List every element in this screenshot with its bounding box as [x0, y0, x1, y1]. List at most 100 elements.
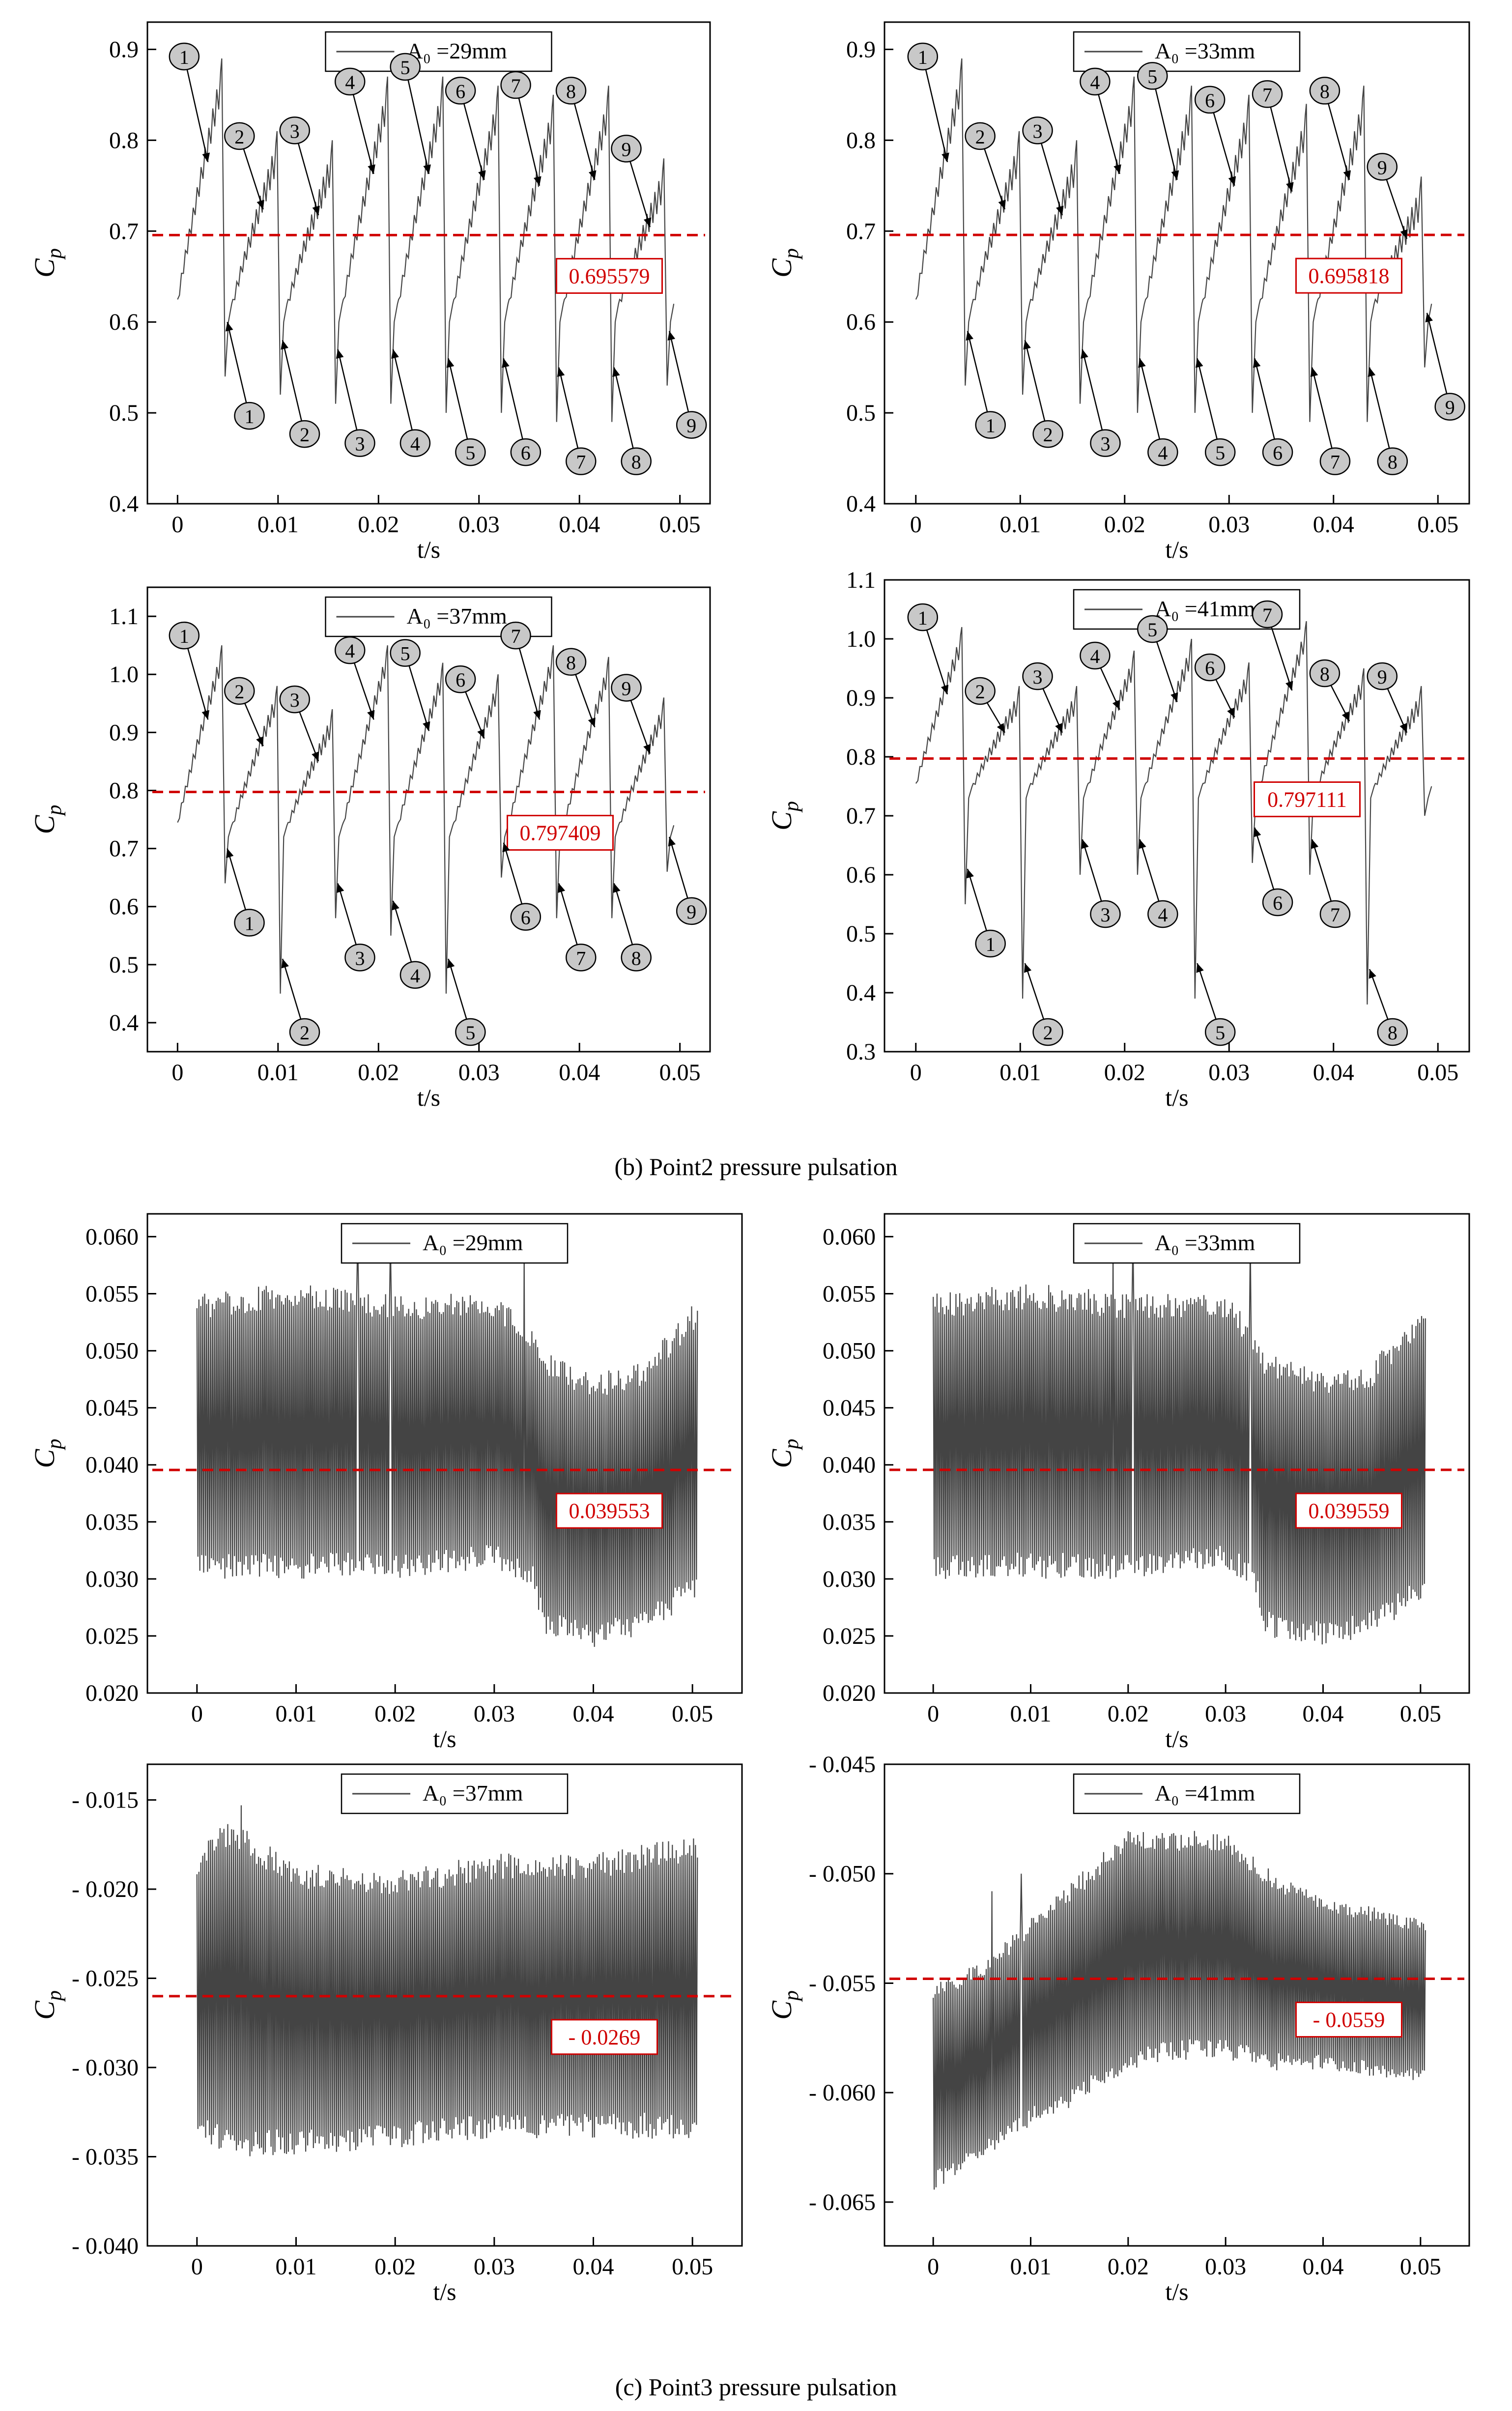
y-tick-label: 1.1 [109, 603, 139, 630]
blade-marker-label: 2 [1043, 1022, 1053, 1044]
blade-marker-circle [279, 116, 310, 144]
x-axis-label: t/s [1165, 536, 1188, 563]
marker-arrow [1369, 367, 1394, 461]
marker-arrow [1197, 358, 1221, 453]
x-tick-label: 0.02 [358, 1060, 399, 1086]
marker-arrow [1094, 81, 1120, 174]
mean-value-box [556, 258, 663, 294]
y-tick-label: 0.045 [823, 1395, 876, 1421]
y-tick-label: 0.060 [823, 1224, 876, 1250]
blade-marker-label: 2 [300, 1022, 310, 1044]
legend-label: A₀ =41mm [1155, 1780, 1255, 1806]
marker-arrow [1266, 94, 1293, 192]
marker-arrowhead [281, 959, 289, 969]
blade-marker-label: 7 [511, 625, 521, 647]
blade-marker-label: 8 [566, 652, 576, 674]
blade-marker-circle [500, 71, 531, 99]
blade-marker-label: 9 [621, 677, 631, 699]
x-tick-label: 0 [171, 512, 183, 538]
x-tick-label: 0.02 [1104, 1060, 1145, 1086]
x-axis-label: t/s [417, 1084, 440, 1111]
y-tick-label: 0.9 [846, 685, 876, 711]
y-tick-label: 0.3 [846, 1039, 876, 1065]
blade-marker-label: 1 [918, 46, 928, 68]
x-tick-label: 0 [927, 1701, 939, 1727]
x-tick-label: 0.03 [1205, 2254, 1246, 2280]
marker-arrowhead [1081, 839, 1089, 849]
blade-marker-circle [344, 944, 375, 972]
y-tick-label: 0.8 [109, 127, 139, 153]
blade-marker-label: 4 [1090, 645, 1100, 667]
blade-marker-label: 3 [1100, 904, 1110, 926]
x-axis-label: t/s [417, 536, 440, 563]
y-tick-label: - 0.015 [72, 1787, 139, 1813]
marker-arrowhead [966, 869, 974, 879]
x-tick-label: 0.01 [257, 1060, 299, 1086]
blade-marker-label: 2 [975, 126, 985, 148]
y-tick-label: - 0.045 [809, 1751, 876, 1778]
blade-marker-label: 6 [456, 669, 465, 691]
y-tick-label: - 0.020 [72, 1876, 139, 1902]
plot-frame [884, 21, 1470, 505]
blade-marker-label: 9 [1377, 156, 1387, 178]
marker-arrowhead [478, 170, 486, 180]
marker-arrowhead [941, 152, 949, 162]
x-tick-label: 0 [927, 2254, 939, 2280]
x-tick-label: 0 [171, 1060, 183, 1086]
x-tick-label: 0.01 [999, 1060, 1041, 1086]
x-tick-label: 0.03 [1208, 1060, 1250, 1086]
blade-marker-label: 5 [1147, 619, 1157, 641]
blade-marker-label: 4 [345, 640, 355, 662]
marker-arrowhead [1195, 358, 1203, 368]
legend-label: A₀ =33mm [1155, 38, 1255, 63]
marker-arrow [282, 340, 306, 434]
blade-marker-circle [1309, 659, 1341, 688]
blade-marker-circle [224, 122, 255, 150]
y-axis-label: Cp [29, 1990, 66, 2020]
blade-marker-label: 3 [355, 433, 365, 455]
plot-frame [884, 1213, 1470, 1694]
y-tick-label: 0.040 [823, 1452, 876, 1478]
plot-frame [146, 586, 711, 1053]
x-tick-label: 0 [191, 2254, 203, 2280]
marker-arrowhead [1196, 963, 1204, 973]
marker-arrow [1024, 340, 1049, 434]
blade-marker-label: 6 [456, 80, 465, 102]
blade-marker-label: 4 [1158, 442, 1168, 464]
blade-marker-circle [399, 429, 431, 457]
marker-arrowhead [1343, 170, 1351, 180]
blade-marker-label: 6 [1273, 442, 1283, 464]
y-axis-label: Cp [766, 248, 803, 278]
blade-marker-label: 2 [1043, 424, 1053, 446]
x-axis-label: t/s [1165, 1084, 1188, 1111]
y-tick-label: 0.6 [109, 309, 139, 335]
marker-arrowhead [1056, 205, 1064, 215]
blade-marker-circle [445, 77, 476, 105]
y-tick-label: 0.8 [846, 127, 876, 153]
blade-marker-label: 4 [1090, 71, 1100, 93]
chart-panel-6: 0 0.01 0.02 0.03 0.04 0.05 0.020 0.025 0.030 0.03… [766, 1213, 1470, 1752]
marker-arrowhead [1139, 839, 1146, 849]
y-tick-label: 0.035 [823, 1509, 876, 1535]
x-axis-label: t/s [433, 1725, 456, 1752]
marker-arrowhead [502, 358, 510, 368]
blade-marker-label: 1 [986, 933, 996, 955]
plot-frame [884, 579, 1470, 1053]
y-tick-label: 0.8 [846, 744, 876, 770]
mean-value-box [1295, 2002, 1402, 2038]
blade-marker-circle [611, 135, 642, 163]
marker-arrowhead [668, 836, 676, 847]
pressure-series-line [933, 1236, 1426, 1645]
marker-arrowhead [423, 721, 430, 731]
blade-marker-label: 7 [576, 451, 586, 473]
mean-value-box [551, 2019, 658, 2055]
legend-label: A₀ =37mm [407, 603, 507, 629]
legend-label: A₀ =33mm [1155, 1230, 1255, 1255]
blade-marker-label: 9 [1445, 397, 1455, 419]
blade-marker-label: 1 [245, 405, 255, 428]
y-tick-label: - 0.050 [809, 1861, 876, 1887]
marker-arrowhead [1400, 229, 1408, 239]
blade-marker-label: 5 [1215, 1022, 1225, 1044]
